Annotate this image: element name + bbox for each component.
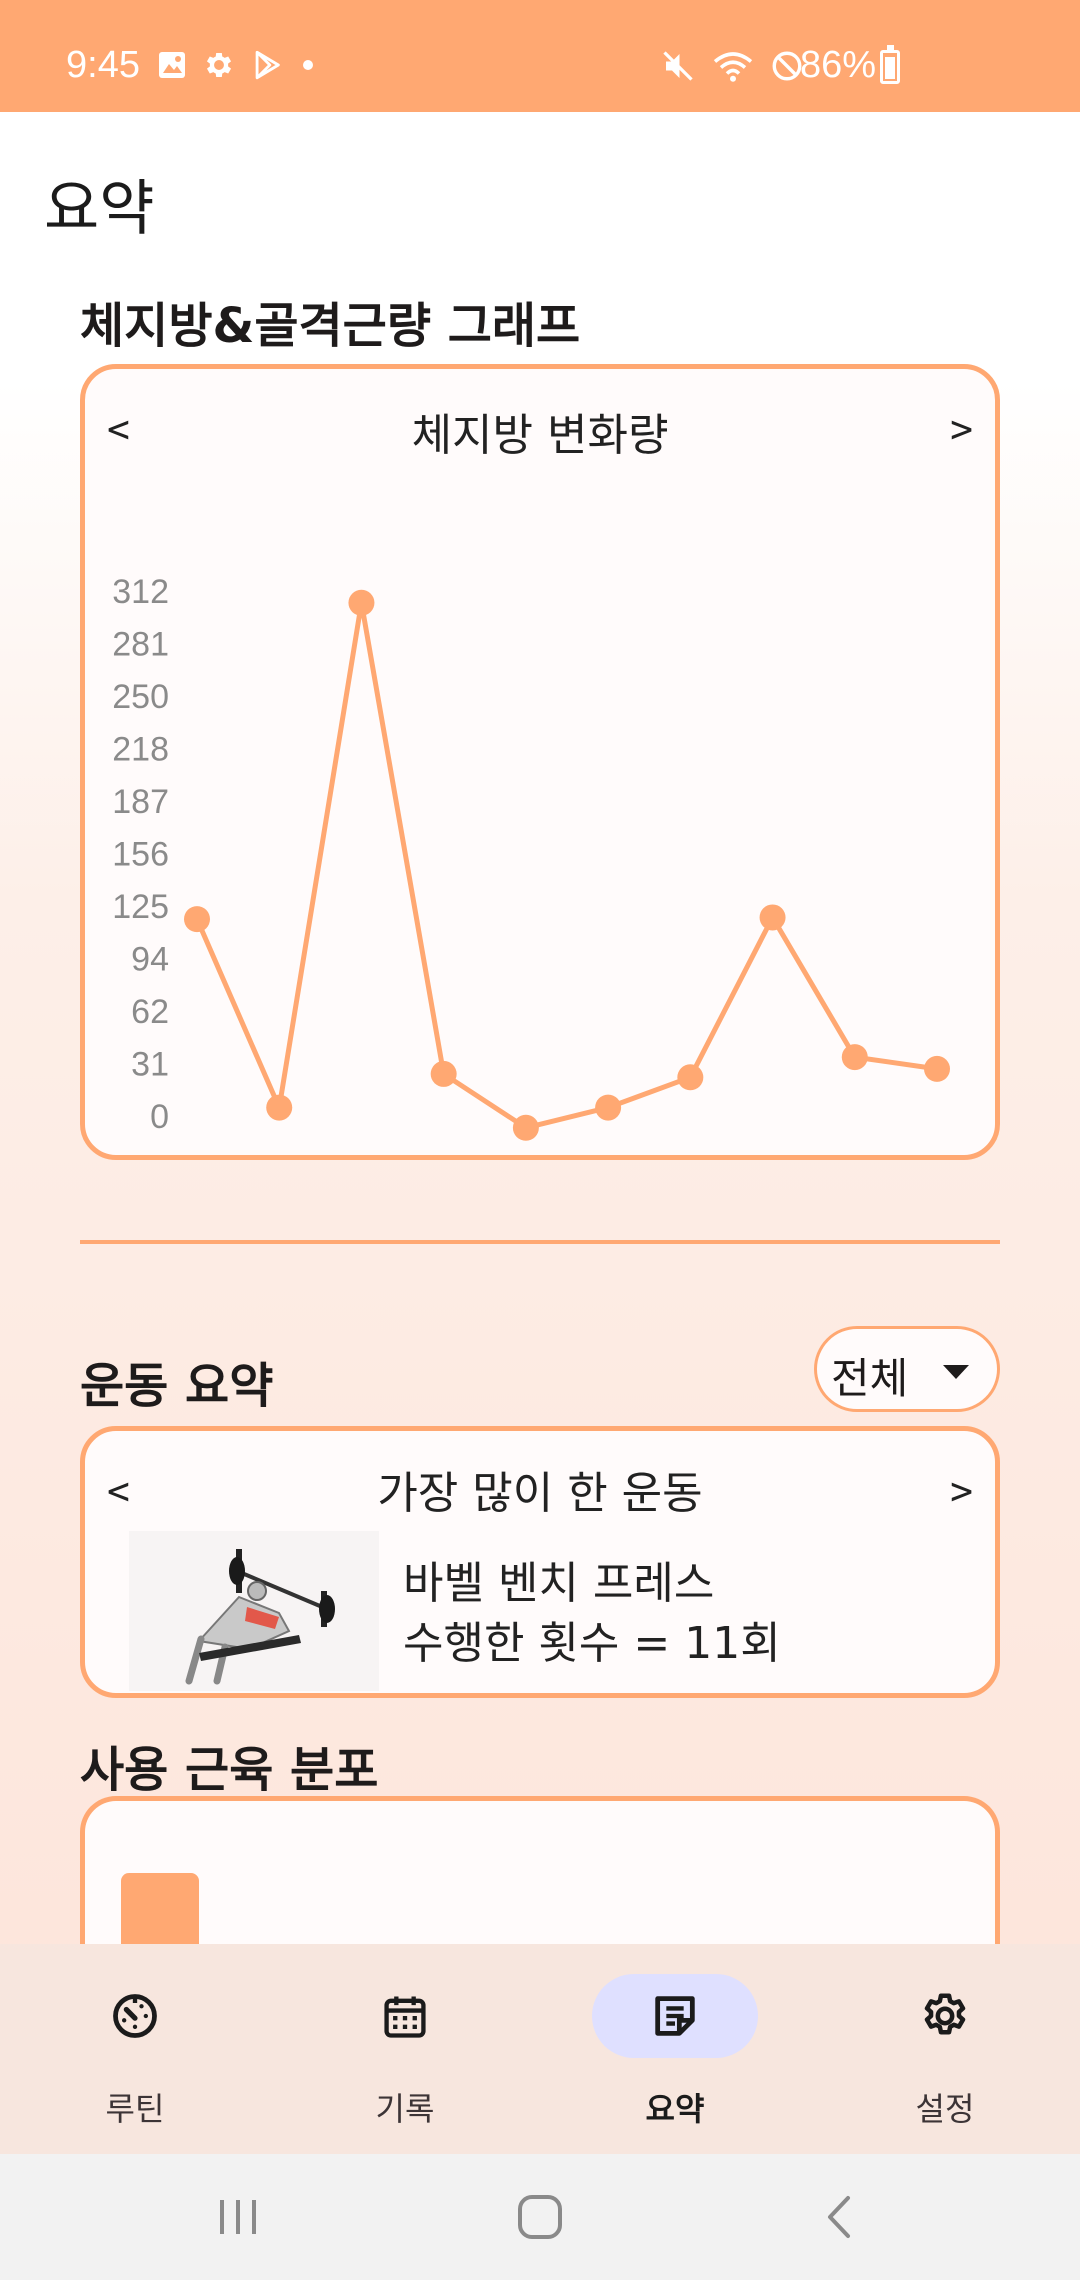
y-tick-label: 94: [131, 941, 169, 979]
recent-apps-icon[interactable]: [214, 2194, 262, 2240]
graph-card-title: 체지방 변화량: [411, 410, 669, 461]
gear-icon: [924, 1993, 966, 2035]
y-tick-label: 312: [112, 573, 169, 611]
system-navigation-bar: [0, 2154, 1080, 2280]
prev-summary-button[interactable]: <: [107, 1469, 130, 1513]
data-point: [266, 1094, 293, 1121]
y-tick-label: 218: [112, 731, 169, 769]
nav-icon-container: [322, 1974, 488, 2058]
nav-icon-container: [52, 1974, 218, 2058]
y-tick-label: 125: [112, 888, 169, 926]
gear-icon: [206, 52, 232, 78]
muscle-bar: [121, 1873, 199, 1953]
data-point: [184, 906, 210, 933]
summary-note-icon: [655, 1996, 695, 2036]
y-tick-label: 250: [112, 678, 169, 716]
data-point: [595, 1094, 622, 1121]
battery-icon: [880, 45, 900, 84]
exercise-count: 수행한 횟수 = 11회: [403, 1618, 781, 1669]
muscle-distribution-section-title: 사용 근육 분포: [80, 1742, 379, 1798]
dropdown-arrow-icon: [943, 1365, 969, 1379]
nav-label-records: 기록: [375, 2090, 435, 2128]
y-tick-label: 156: [112, 836, 169, 874]
gallery-icon: [159, 52, 185, 78]
next-summary-button[interactable]: >: [950, 1469, 973, 1513]
status-icons-right: [660, 48, 804, 84]
body-fat-line-chart: 312 281 250 218 187 156 125 94 62 31 0: [112, 573, 950, 1141]
y-tick-label: 0: [150, 1098, 169, 1136]
series-line: [194, 600, 938, 1131]
data-point: [841, 1044, 868, 1071]
home-icon[interactable]: [514, 2194, 566, 2240]
wifi-icon: [713, 52, 753, 82]
mute-icon: [663, 51, 693, 81]
dot-icon: [303, 60, 313, 70]
play-store-icon: [255, 50, 280, 80]
nav-item-summary[interactable]: 요약: [540, 1944, 810, 2154]
y-tick-label: 31: [131, 1046, 169, 1084]
prev-graph-button[interactable]: <: [107, 407, 130, 451]
data-point: [759, 904, 786, 931]
data-point: [924, 1055, 950, 1082]
status-bar: 9:45 86%: [0, 0, 1080, 112]
do-not-disturb-icon: [772, 51, 802, 81]
data-point: [348, 589, 375, 616]
status-time: 9:45: [66, 44, 140, 86]
dropdown-selected-value: 전체: [831, 1354, 909, 1403]
page-title: 요약: [44, 174, 155, 244]
body-graph-card: < 체지방 변화량 > 312 281 250 218 187 156 125 94 62 31 0: [80, 364, 1000, 1160]
y-tick-label: 187: [112, 783, 169, 821]
status-icons-left: [156, 48, 318, 82]
data-point: [512, 1114, 539, 1141]
nav-active-indicator: [592, 1974, 758, 2058]
bench-press-illustration: [185, 1549, 335, 1685]
y-tick-label: 62: [131, 993, 169, 1031]
battery-percent: 86%: [800, 44, 877, 86]
calendar-icon: [384, 1996, 426, 2038]
back-icon[interactable]: [820, 2194, 860, 2240]
timer-icon: [113, 1994, 157, 2038]
exercise-summary-card: < 가장 많이 한 운동 > 바벨 벤치 프레스 수행한 횟수 = 11회: [80, 1426, 1000, 1698]
next-graph-button[interactable]: >: [950, 407, 973, 451]
summary-card-title: 가장 많이 한 운동: [377, 1468, 703, 1519]
body-graph-section-title: 체지방&골격근량 그래프: [80, 298, 581, 354]
nav-icon-container: [862, 1974, 1028, 2058]
nav-item-settings[interactable]: 설정: [810, 1944, 1080, 2154]
data-point: [430, 1060, 457, 1087]
data-point: [677, 1064, 704, 1091]
exercise-filter-dropdown[interactable]: 전체: [814, 1326, 1000, 1412]
exercise-image: [129, 1531, 379, 1691]
nav-item-routine[interactable]: 루틴: [0, 1944, 270, 2154]
nav-label-summary: 요약: [645, 2090, 705, 2128]
section-divider: [80, 1240, 1000, 1244]
nav-item-records[interactable]: 기록: [270, 1944, 540, 2154]
exercise-summary-section-title: 운동 요약: [80, 1358, 274, 1414]
y-tick-label: 281: [112, 626, 169, 664]
bottom-navigation: 루틴 기록 요약 설정: [0, 1944, 1080, 2154]
nav-label-routine: 루틴: [105, 2090, 165, 2128]
exercise-name: 바벨 벤치 프레스: [403, 1558, 715, 1609]
nav-label-settings: 설정: [915, 2090, 975, 2128]
